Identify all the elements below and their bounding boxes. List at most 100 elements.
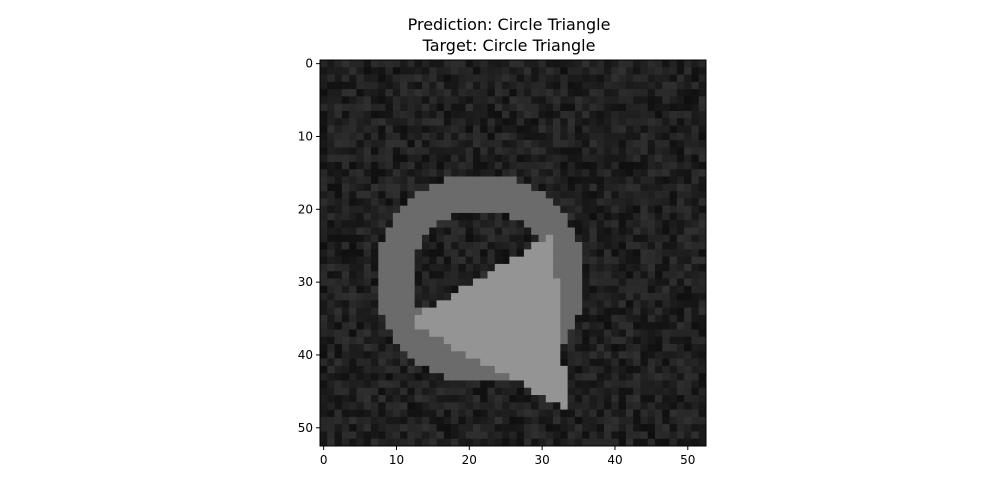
- image-pixel: [487, 365, 496, 374]
- image-pixel: [538, 227, 547, 236]
- image-pixel: [472, 81, 481, 90]
- image-pixel: [320, 103, 328, 112]
- image-pixel: [633, 380, 641, 389]
- image-pixel: [684, 220, 692, 228]
- image-pixel: [553, 322, 561, 330]
- image-pixel: [421, 67, 430, 75]
- image-pixel: [363, 81, 372, 90]
- image-pixel: [691, 358, 700, 367]
- image-pixel: [698, 278, 707, 287]
- image-pixel: [582, 409, 590, 418]
- image-pixel: [378, 74, 386, 83]
- image-pixel: [349, 314, 357, 323]
- image-pixel: [516, 402, 525, 410]
- image-pixel: [494, 402, 503, 410]
- image-pixel: [574, 336, 583, 345]
- image-pixel: [611, 212, 619, 221]
- image-pixel: [472, 176, 481, 185]
- image-pixel: [582, 220, 590, 228]
- image-pixel: [334, 409, 343, 418]
- image-pixel: [334, 154, 343, 163]
- image-pixel: [429, 263, 437, 272]
- image-pixel: [538, 278, 547, 287]
- image-pixel: [363, 307, 372, 316]
- image-pixel: [400, 74, 408, 83]
- image-pixel: [509, 81, 517, 90]
- image-pixel: [625, 81, 634, 90]
- image-pixel: [589, 183, 598, 192]
- image-pixel: [502, 263, 510, 272]
- image-pixel: [327, 329, 335, 338]
- image-pixel: [640, 373, 649, 381]
- image-pixel: [363, 67, 372, 75]
- image-pixel: [582, 438, 590, 447]
- image-pixel: [494, 314, 503, 323]
- image-pixel: [421, 227, 430, 236]
- image-pixel: [531, 431, 539, 440]
- image-pixel: [574, 169, 583, 177]
- image-pixel: [596, 96, 605, 105]
- image-pixel: [625, 336, 634, 345]
- image-pixel: [523, 293, 532, 301]
- image-pixel: [392, 103, 401, 112]
- image-pixel: [625, 373, 634, 381]
- image-pixel: [698, 365, 707, 374]
- image-pixel: [582, 147, 590, 156]
- image-pixel: [480, 300, 488, 308]
- image-pixel: [356, 365, 365, 374]
- image-pixel: [349, 424, 357, 432]
- image-pixel: [625, 118, 634, 126]
- image-pixel: [400, 314, 408, 323]
- image-pixel: [545, 118, 554, 126]
- image-pixel: [480, 409, 488, 418]
- image-pixel: [502, 307, 510, 316]
- image-pixel: [676, 249, 685, 257]
- image-pixel: [451, 125, 459, 134]
- image-pixel: [392, 409, 401, 418]
- image-pixel: [356, 336, 365, 345]
- image-pixel: [436, 293, 445, 301]
- image-pixel: [385, 74, 394, 83]
- image-pixel: [327, 263, 335, 272]
- image-pixel: [669, 220, 678, 228]
- image-pixel: [400, 300, 408, 308]
- image-pixel: [436, 380, 445, 389]
- image-pixel: [611, 358, 619, 367]
- image-pixel: [370, 278, 379, 287]
- image-pixel: [363, 322, 372, 330]
- image-pixel: [604, 198, 612, 207]
- image-pixel: [516, 212, 525, 221]
- image-pixel: [414, 242, 423, 250]
- image-pixel: [589, 387, 598, 396]
- image-pixel: [334, 67, 343, 75]
- image-pixel: [487, 431, 496, 440]
- image-pixel: [640, 89, 649, 97]
- image-pixel: [385, 329, 394, 338]
- image-pixel: [567, 103, 576, 112]
- image-pixel: [472, 395, 481, 403]
- image-pixel: [538, 191, 547, 199]
- image-pixel: [625, 103, 634, 112]
- image-pixel: [327, 278, 335, 287]
- image-pixel: [596, 183, 605, 192]
- image-pixel: [443, 431, 452, 440]
- image-pixel: [647, 329, 656, 338]
- image-pixel: [618, 263, 627, 272]
- image-pixel: [451, 242, 459, 250]
- image-pixel: [363, 220, 372, 228]
- image-pixel: [669, 205, 678, 214]
- image-pixel: [669, 256, 678, 265]
- image-pixel: [684, 154, 692, 163]
- image-pixel: [421, 103, 430, 112]
- image-pixel: [604, 285, 612, 294]
- image-pixel: [494, 416, 503, 425]
- image-pixel: [676, 198, 685, 207]
- image-pixel: [538, 161, 547, 170]
- image-pixel: [356, 416, 365, 425]
- image-pixel: [458, 212, 467, 221]
- image-pixel: [443, 358, 452, 367]
- image-pixel: [407, 387, 416, 396]
- image-pixel: [465, 431, 474, 440]
- image-pixel: [662, 307, 670, 316]
- image-pixel: [494, 110, 503, 119]
